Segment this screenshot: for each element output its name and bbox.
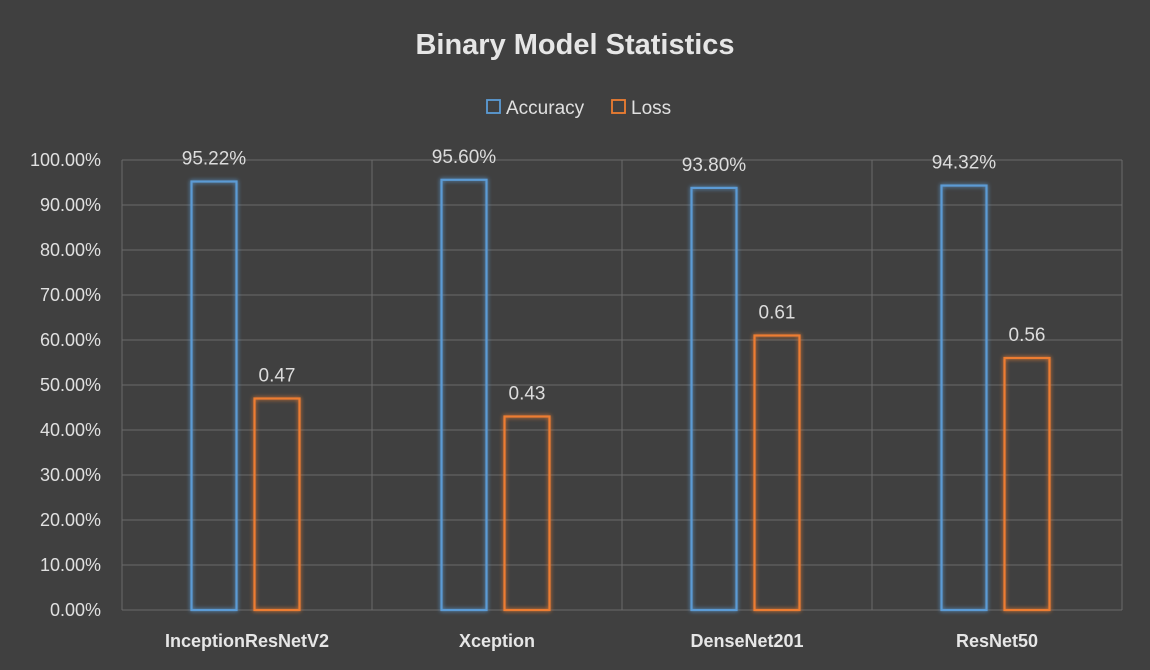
y-tick-label: 30.00%: [40, 465, 101, 485]
data-label-accuracy: 94.32%: [932, 153, 997, 174]
y-tick-label: 40.00%: [40, 420, 101, 440]
data-label-loss: 0.56: [1009, 325, 1046, 346]
bar-loss: [1003, 356, 1051, 612]
bars: [190, 178, 1051, 612]
category-label: ResNet50: [956, 631, 1038, 651]
bar-loss: [503, 415, 551, 612]
category-labels: InceptionResNetV2 Xception DenseNet201 ResN…: [165, 631, 1038, 651]
bar-accuracy: [690, 186, 738, 612]
category-label: InceptionResNetV2: [165, 631, 329, 651]
legend-swatch-accuracy: [486, 99, 501, 114]
chart-title: Binary Model Statistics: [415, 29, 734, 61]
category-label: Xception: [459, 631, 535, 651]
bar-accuracy: [940, 184, 988, 612]
gridlines: [121, 159, 1123, 611]
legend: Accuracy Loss: [486, 98, 671, 119]
y-tick-label: 80.00%: [40, 240, 101, 260]
data-label-accuracy: 93.80%: [682, 155, 747, 176]
y-tick-label: 100.00%: [30, 150, 101, 170]
y-tick-label: 20.00%: [40, 510, 101, 530]
y-tick-label: 60.00%: [40, 330, 101, 350]
y-tick-label: 10.00%: [40, 555, 101, 575]
legend-label-loss: Loss: [631, 98, 671, 119]
bar-accuracy: [440, 178, 488, 612]
category-label: DenseNet201: [690, 631, 803, 651]
legend-swatch-loss: [611, 99, 626, 114]
data-label-loss: 0.43: [509, 384, 546, 405]
y-tick-label: 0.00%: [50, 600, 101, 620]
data-label-loss: 0.61: [759, 303, 796, 324]
bar-loss: [253, 397, 301, 612]
bar-accuracy: [190, 180, 238, 612]
data-labels: 95.22% 95.60% 93.80% 94.32% 0.47 0.43 0.61 0.56: [182, 147, 1046, 405]
legend-label-accuracy: Accuracy: [506, 98, 585, 119]
data-label-accuracy: 95.60%: [432, 147, 497, 168]
data-label-accuracy: 95.22%: [182, 149, 247, 170]
bar-loss: [753, 334, 801, 612]
y-tick-label: 90.00%: [40, 195, 101, 215]
y-tick-label: 50.00%: [40, 375, 101, 395]
data-label-loss: 0.47: [259, 366, 296, 387]
y-tick-label: 70.00%: [40, 285, 101, 305]
y-axis-ticks: 0.00% 10.00% 20.00% 30.00% 40.00% 50.00% 60.00…: [30, 150, 101, 620]
